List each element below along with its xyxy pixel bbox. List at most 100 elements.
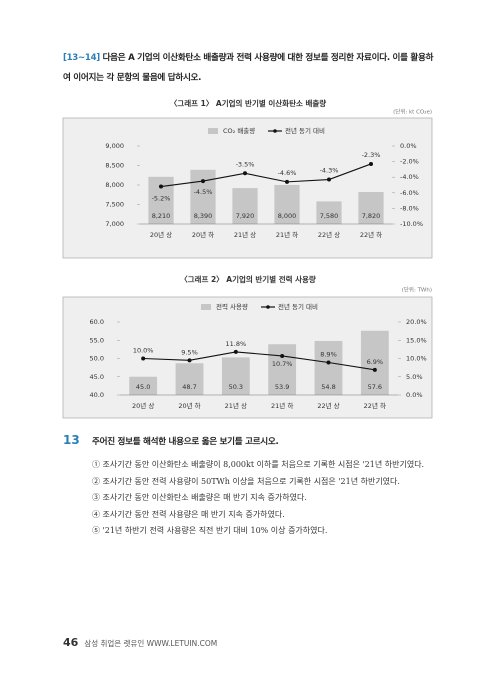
data-label: 50.3 <box>229 383 243 391</box>
point <box>141 356 146 361</box>
y-tick-label: 7,500 <box>105 201 124 209</box>
y-tick-label: 45.0 <box>90 373 104 381</box>
y-tick-label: 60.0 <box>90 318 104 326</box>
data-label: -4.6% <box>278 169 297 177</box>
point <box>187 358 192 363</box>
legend-label: 전력 사용량 <box>216 302 248 311</box>
y2-tick-label: 5.0% <box>406 373 423 381</box>
footer: 46 삼성 취업은 렛유인 WWW.LETUIN.COM <box>63 636 217 649</box>
data-label: 8,210 <box>152 212 171 220</box>
bar <box>360 330 389 395</box>
y2-tick-label: -2.0% <box>400 158 419 166</box>
unit-label: (단위: TWh) <box>402 286 432 294</box>
point <box>372 367 377 372</box>
y-tick-label: 55.0 <box>90 336 104 344</box>
data-label: 6.9% <box>367 358 384 366</box>
data-label: 57.6 <box>368 383 382 391</box>
y2-tick-label: 10.0% <box>406 355 427 363</box>
x-tick-label: 20년 상 <box>132 401 154 410</box>
legend-swatch <box>208 128 218 134</box>
option[interactable]: ⑤ '21년 하반기 전력 사용량은 직전 반기 대비 10% 이상 증가하였다… <box>92 526 328 535</box>
header: [13~14] 다음은 A 기업의 이산화탄소 배출량과 전력 사용량에 대한 … <box>63 48 435 88</box>
x-tick-label: 22년 상 <box>318 230 340 239</box>
bar <box>129 376 158 395</box>
data-label: 45.0 <box>136 383 150 391</box>
line <box>143 351 375 371</box>
header-number: [13~14] <box>63 53 100 63</box>
y-tick-label: 40.0 <box>90 391 104 399</box>
data-label: 8,000 <box>278 212 297 220</box>
data-label: 7,820 <box>362 212 381 220</box>
option[interactable]: ② 조사기간 동안 전력 사용량이 50TWh 이상을 처음으로 기록한 시점은… <box>92 476 400 486</box>
point <box>201 179 205 184</box>
y-tick-label: 8,500 <box>105 162 124 170</box>
x-tick-label: 21년 상 <box>234 230 256 239</box>
data-label: 10.7% <box>272 360 293 368</box>
unit-label: (단위: kt CO₂e) <box>393 108 432 116</box>
y2-tick-label: 20.0% <box>406 318 427 326</box>
legend-swatch <box>201 304 211 310</box>
point <box>280 353 285 358</box>
data-label: 7,580 <box>320 212 339 220</box>
bar <box>316 201 342 224</box>
x-tick-label: 20년 하 <box>178 401 200 410</box>
legend-swatch <box>266 305 270 309</box>
option[interactable]: ③ 조사기간 동안 이산화탄소 배출량은 매 반기 지속 증가하였다. <box>92 493 307 502</box>
bar <box>175 363 204 395</box>
point <box>285 179 289 184</box>
data-label: 8,390 <box>194 212 213 220</box>
options: ① 조사기간 동안 이산화탄소 배출량이 8,000kt 이하를 처음으로 기록… <box>92 457 437 540</box>
option[interactable]: ① 조사기간 동안 이산화탄소 배출량이 8,000kt 이하를 처음으로 기록… <box>92 460 425 469</box>
header-text: 다음은 A 기업의 이산화탄소 배출량과 전력 사용량에 대한 정보를 정리한 … <box>63 53 434 83</box>
data-label: 10.0% <box>133 347 154 355</box>
bar <box>232 188 258 224</box>
line <box>160 163 372 188</box>
point <box>233 349 238 354</box>
data-label: -4.5% <box>194 188 213 196</box>
data-label: -3.5% <box>236 160 255 168</box>
y2-tick-label: 15.0% <box>406 336 427 344</box>
bar <box>190 169 216 224</box>
question-text: 주어진 정보를 해석한 내용으로 옳은 보기를 고르시오. <box>92 437 279 447</box>
legend-label: 전년 동기 대비 <box>278 302 318 311</box>
x-tick-label: 22년 하 <box>364 401 386 410</box>
question-number: 13 <box>63 433 80 447</box>
data-label: 9.5% <box>181 348 198 356</box>
bar <box>274 185 300 224</box>
footer-text: 삼성 취업은 렛유인 WWW.LETUIN.COM <box>84 639 218 648</box>
point <box>243 171 247 176</box>
x-tick-label: 21년 상 <box>225 401 247 410</box>
bar <box>221 357 250 395</box>
bar <box>268 344 297 395</box>
x-tick-label: 20년 상 <box>150 230 172 239</box>
data-label: -4.3% <box>320 167 339 175</box>
option[interactable]: ④ 조사기간 동안 전력 사용량은 매 반기 지속 증가하였다. <box>92 509 285 519</box>
data-label: 54.8 <box>321 383 335 391</box>
y2-tick-label: -10.0% <box>400 220 423 228</box>
chart-title: 〈그래프 2〉 A기업의 반기별 전력 사용량 <box>180 274 316 284</box>
x-tick-label: 22년 상 <box>317 401 339 410</box>
y-tick-label: 8,000 <box>105 181 124 189</box>
chart-box <box>62 117 433 259</box>
y2-tick-label: -4.0% <box>400 173 419 181</box>
x-tick-label: 22년 하 <box>360 230 382 239</box>
data-label: 53.9 <box>275 383 289 391</box>
page-number: 46 <box>63 636 79 649</box>
point <box>326 360 331 365</box>
y2-tick-label: 0.0% <box>400 142 417 150</box>
y-tick-label: 7,000 <box>105 220 124 228</box>
point <box>327 177 331 182</box>
y2-tick-label: 0.0% <box>406 391 423 399</box>
y2-tick-label: -6.0% <box>400 189 419 197</box>
x-tick-label: 20년 하 <box>192 230 214 239</box>
data-label: 11.8% <box>226 340 247 348</box>
data-label: 7,920 <box>236 212 255 220</box>
chart-title: 〈그래프 1〉 A기업의 반기별 이산화탄소 배출량 <box>170 98 326 108</box>
point <box>369 161 373 166</box>
y-tick-label: 9,000 <box>105 142 124 150</box>
legend-swatch <box>273 129 277 133</box>
bar <box>314 340 343 395</box>
data-label: -5.2% <box>152 195 171 203</box>
